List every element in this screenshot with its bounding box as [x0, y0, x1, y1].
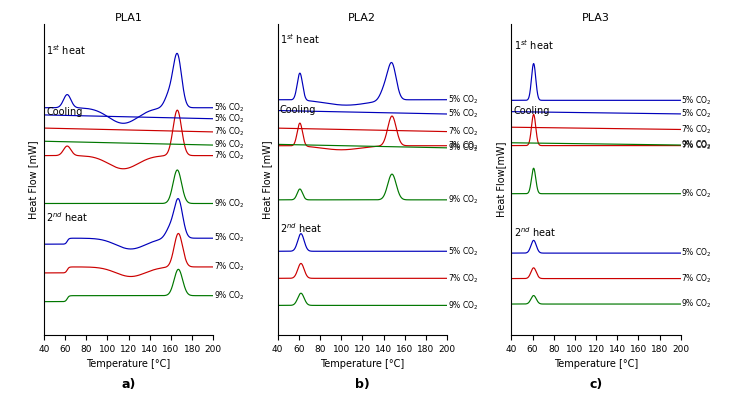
Text: 7% CO$_2$: 7% CO$_2$: [681, 123, 712, 136]
Text: 1$^{st}$ heat: 1$^{st}$ heat: [514, 38, 553, 52]
Text: 9% CO$_2$: 9% CO$_2$: [214, 289, 244, 302]
Text: 7% CO$_2$: 7% CO$_2$: [447, 140, 479, 152]
Text: 2$^{nd}$ heat: 2$^{nd}$ heat: [280, 221, 322, 235]
Text: Cooling: Cooling: [514, 106, 550, 116]
Text: 5% CO$_2$: 5% CO$_2$: [214, 232, 244, 245]
Text: 7% CO$_2$: 7% CO$_2$: [447, 272, 479, 284]
Text: 5% CO$_2$: 5% CO$_2$: [681, 108, 712, 120]
Text: 9% CO$_2$: 9% CO$_2$: [681, 188, 712, 200]
Y-axis label: Heat Flow [mW]: Heat Flow [mW]: [262, 140, 272, 219]
Text: 9% CO$_2$: 9% CO$_2$: [681, 298, 712, 310]
Text: 7% CO$_2$: 7% CO$_2$: [447, 125, 479, 138]
Text: 1$^{st}$ heat: 1$^{st}$ heat: [280, 32, 319, 46]
Text: a): a): [122, 378, 136, 391]
Text: 5% CO$_2$: 5% CO$_2$: [214, 101, 244, 114]
X-axis label: Temperature [°C]: Temperature [°C]: [86, 359, 171, 369]
Text: 5% CO$_2$: 5% CO$_2$: [447, 108, 479, 120]
Text: 9% CO$_2$: 9% CO$_2$: [447, 299, 479, 312]
Text: 9% CO$_2$: 9% CO$_2$: [214, 197, 244, 210]
Text: 9% CO$_2$: 9% CO$_2$: [214, 139, 244, 151]
Text: 5% CO$_2$: 5% CO$_2$: [447, 93, 479, 106]
Title: PLA1: PLA1: [115, 13, 143, 23]
Title: PLA2: PLA2: [348, 13, 376, 23]
Text: b): b): [355, 378, 370, 391]
X-axis label: Temperature [°C]: Temperature [°C]: [554, 359, 638, 369]
Text: 5% CO$_2$: 5% CO$_2$: [681, 94, 712, 107]
Text: 2$^{nd}$ heat: 2$^{nd}$ heat: [514, 225, 556, 239]
Y-axis label: Heat Flow[mW]: Heat Flow[mW]: [496, 142, 506, 217]
Text: 5% CO$_2$: 5% CO$_2$: [681, 247, 712, 259]
Text: 7% CO$_2$: 7% CO$_2$: [214, 261, 244, 273]
Y-axis label: Heat Flow [mW]: Heat Flow [mW]: [29, 140, 38, 219]
Text: 5% CO$_2$: 5% CO$_2$: [447, 245, 479, 257]
Text: 7% CO$_2$: 7% CO$_2$: [681, 273, 712, 285]
Text: Cooling: Cooling: [46, 107, 83, 117]
Text: 7% CO$_2$: 7% CO$_2$: [681, 139, 712, 152]
Text: 1$^{st}$ heat: 1$^{st}$ heat: [46, 43, 86, 57]
Text: c): c): [589, 378, 602, 391]
X-axis label: Temperature [°C]: Temperature [°C]: [320, 359, 405, 369]
Title: PLA3: PLA3: [582, 13, 610, 23]
Text: 5% CO$_2$: 5% CO$_2$: [214, 113, 244, 125]
Text: 9% CO$_2$: 9% CO$_2$: [681, 139, 712, 151]
Text: 7% CO$_2$: 7% CO$_2$: [214, 126, 244, 138]
Text: 7% CO$_2$: 7% CO$_2$: [214, 149, 244, 162]
Text: 9% CO$_2$: 9% CO$_2$: [447, 194, 479, 206]
Text: Cooling: Cooling: [280, 105, 316, 115]
Text: 2$^{nd}$ heat: 2$^{nd}$ heat: [46, 211, 88, 225]
Text: 9% CO$_2$: 9% CO$_2$: [447, 142, 479, 154]
